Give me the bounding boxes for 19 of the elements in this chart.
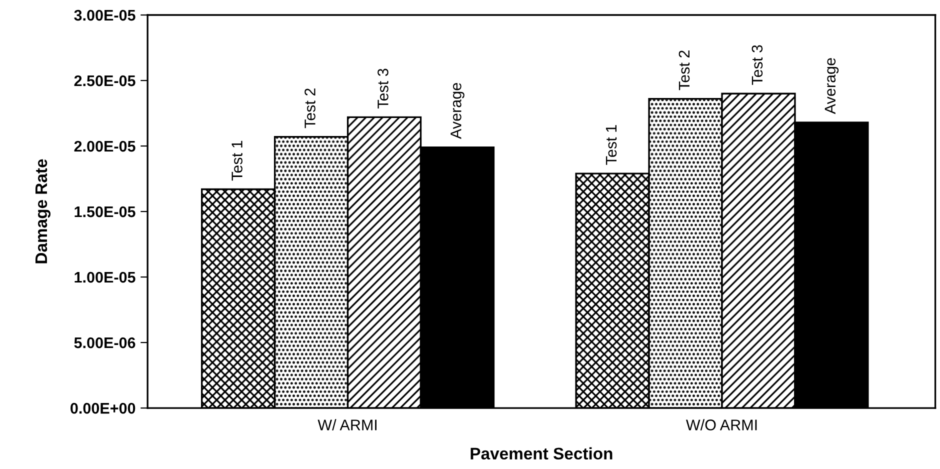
- x-tick-label: W/O ARMI: [686, 419, 757, 430]
- text: Test 3: [752, 45, 763, 85]
- x-axis-title: Pavement Section: [470, 447, 612, 460]
- y-tick-label: 2.00E-05: [74, 140, 136, 152]
- x-tick-label: W/ ARMI: [318, 419, 377, 430]
- text: Test 3: [378, 68, 388, 109]
- y-tick-label: 3.00E-05: [74, 10, 136, 21]
- y-axis-title: Damage Rate: [35, 159, 50, 264]
- text: Test 2: [678, 50, 690, 90]
- text: Average: [450, 83, 464, 139]
- y-tick-label: 0.00E+00: [70, 402, 136, 414]
- y-tick-label: 1.00E-05: [74, 272, 136, 283]
- y-tick-label: 2.50E-05: [74, 75, 136, 86]
- text: Average: [824, 58, 839, 114]
- text: Test 1: [606, 125, 617, 165]
- text: Test 1: [232, 140, 242, 181]
- y-tick-label: 5.00E-06: [74, 337, 136, 348]
- y-tick-label: 1.50E-05: [74, 206, 136, 218]
- text: Test 2: [304, 88, 316, 128]
